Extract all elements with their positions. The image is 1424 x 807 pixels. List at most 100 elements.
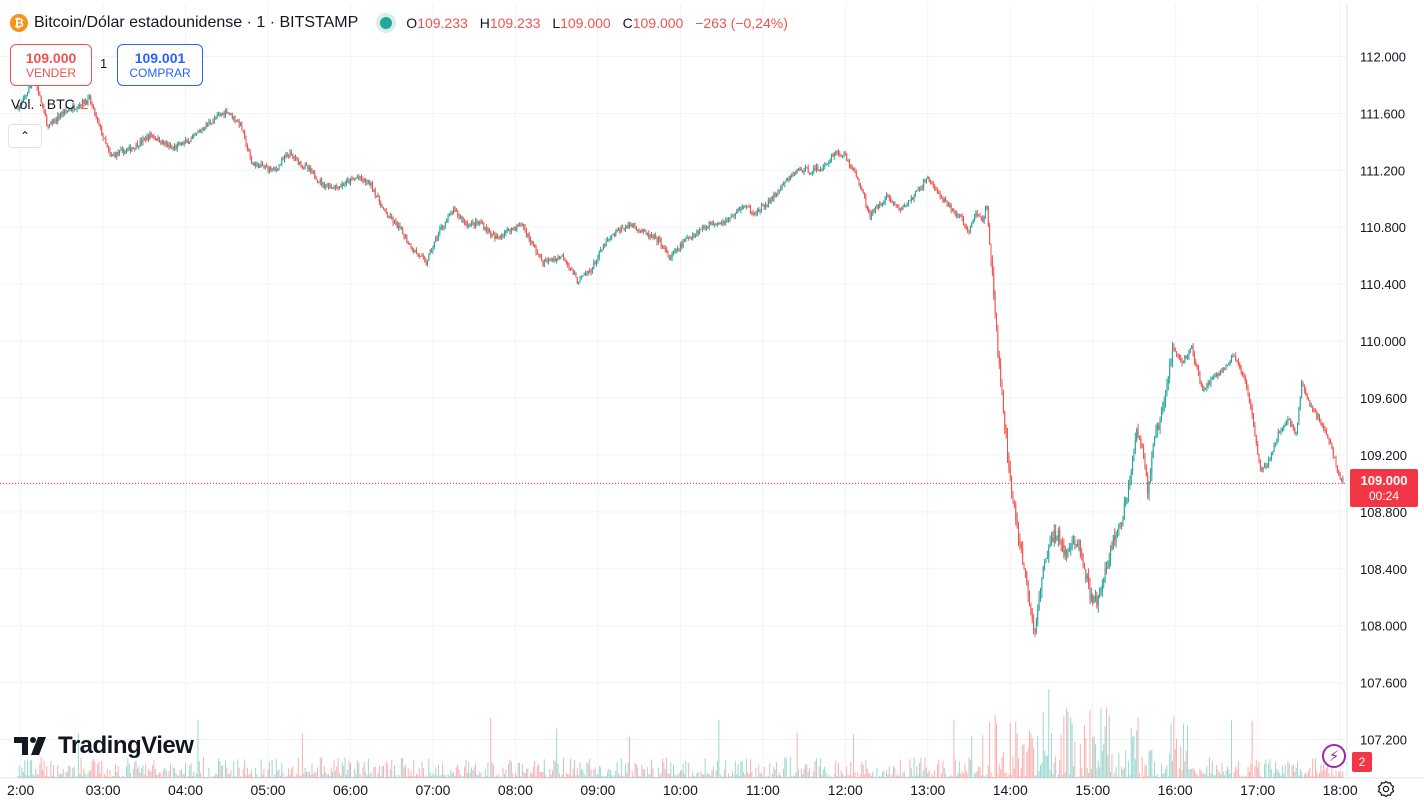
candle-body: [972, 220, 974, 224]
candle-body: [1215, 374, 1217, 377]
volume-bar: [1236, 769, 1238, 778]
volume-bar: [719, 773, 721, 778]
candle-body: [124, 150, 126, 155]
volume-bar: [1000, 769, 1002, 778]
candle-body: [329, 185, 331, 189]
candle-body: [57, 115, 59, 122]
volume-bar: [488, 776, 490, 778]
candle-body: [600, 250, 602, 252]
candle-body: [1138, 437, 1140, 439]
candle-body: [406, 236, 408, 242]
candle-body: [616, 229, 618, 232]
candle-body: [1122, 518, 1124, 525]
volume-bar: [1045, 755, 1047, 778]
volume-bar: [711, 770, 713, 778]
symbol-title[interactable]: Bitcoin/Dólar estadounidense · 1 · BITST…: [34, 14, 359, 31]
volume-bar: [432, 773, 434, 778]
sell-button[interactable]: 109.000 VENDER: [10, 44, 92, 86]
volume-bar: [479, 771, 481, 778]
candle-body: [202, 129, 204, 131]
volume-bar: [1281, 765, 1283, 778]
candle-body: [83, 100, 85, 104]
volume-bar: [704, 758, 706, 778]
market-status-icon[interactable]: [380, 17, 393, 29]
tradingview-logo[interactable]: TradingView: [14, 732, 194, 760]
volume-bar: [708, 774, 710, 778]
volume-bar: [303, 773, 305, 778]
volume-bar: [585, 776, 587, 778]
candle-body: [136, 143, 138, 147]
volume-bar: [437, 764, 439, 778]
candle-body: [1174, 347, 1176, 352]
volume-bar: [1148, 751, 1150, 778]
candle-body: [776, 194, 778, 196]
volume-bar: [829, 776, 831, 778]
volume-bar: [443, 774, 445, 778]
candle-body: [481, 223, 483, 225]
volume-bar: [756, 776, 758, 778]
candle-body: [843, 153, 845, 156]
order-quantity[interactable]: 1: [100, 56, 108, 71]
candle-body: [54, 119, 56, 124]
volume-bar: [950, 775, 952, 778]
candle-body: [1237, 360, 1239, 364]
volume-bar: [90, 770, 92, 778]
candle-body: [545, 260, 547, 262]
candle-body: [97, 116, 99, 121]
time-axis-label: 10:00: [663, 782, 698, 798]
candle-body: [568, 264, 570, 269]
volume-bar: [697, 772, 699, 778]
volume-bar: [153, 759, 155, 778]
volume-bar: [913, 757, 915, 778]
settings-gear-icon[interactable]: [1377, 780, 1395, 798]
volume-bar: [737, 763, 739, 778]
volume-bar: [567, 773, 569, 778]
candle-body: [803, 170, 805, 173]
volume-bar: [781, 776, 783, 778]
volume-bar: [1308, 771, 1310, 778]
lightning-icon[interactable]: ⚡: [1322, 744, 1346, 768]
volume-bar: [271, 759, 273, 778]
volume-bar: [64, 776, 66, 778]
candle-body: [931, 182, 933, 184]
collapse-legend-button[interactable]: ⌃: [8, 124, 42, 148]
volume-bar: [356, 760, 358, 778]
buy-button[interactable]: 109.001 COMPRAR: [117, 44, 203, 86]
candle-body: [1132, 456, 1134, 473]
volume-bar: [1334, 776, 1336, 778]
candle-body: [260, 163, 262, 165]
candle-body: [857, 176, 859, 180]
candle-body: [910, 197, 912, 201]
volume-bar: [1140, 776, 1142, 778]
candle-body: [1149, 473, 1151, 482]
volume-bar: [945, 774, 947, 778]
candle-body: [1144, 458, 1146, 469]
volume-bar: [128, 764, 130, 778]
candle-body: [252, 163, 254, 165]
candle-body: [727, 219, 729, 221]
volume-bar: [61, 773, 63, 778]
candle-body: [828, 161, 830, 164]
candle-body: [224, 110, 226, 116]
candle-body: [380, 202, 382, 208]
volume-bar: [198, 761, 200, 778]
candle-body: [594, 262, 596, 265]
candle-body: [784, 182, 786, 185]
candle-body: [154, 138, 156, 140]
candle-body: [576, 277, 578, 284]
volume-bar: [1173, 716, 1175, 778]
candle-body: [443, 226, 445, 228]
volume-bar: [906, 776, 908, 778]
volume-bar: [640, 776, 642, 778]
alerts-badge[interactable]: 2: [1352, 752, 1372, 772]
candle-body: [108, 147, 110, 151]
volume-bar: [204, 776, 206, 778]
volume-bar: [1053, 762, 1055, 778]
candle-body: [558, 256, 560, 259]
candle-body: [765, 204, 767, 208]
volume-legend[interactable]: Vol. · BTC 2: [11, 96, 89, 112]
volume-bar: [241, 776, 243, 778]
candle-body: [1253, 415, 1255, 426]
